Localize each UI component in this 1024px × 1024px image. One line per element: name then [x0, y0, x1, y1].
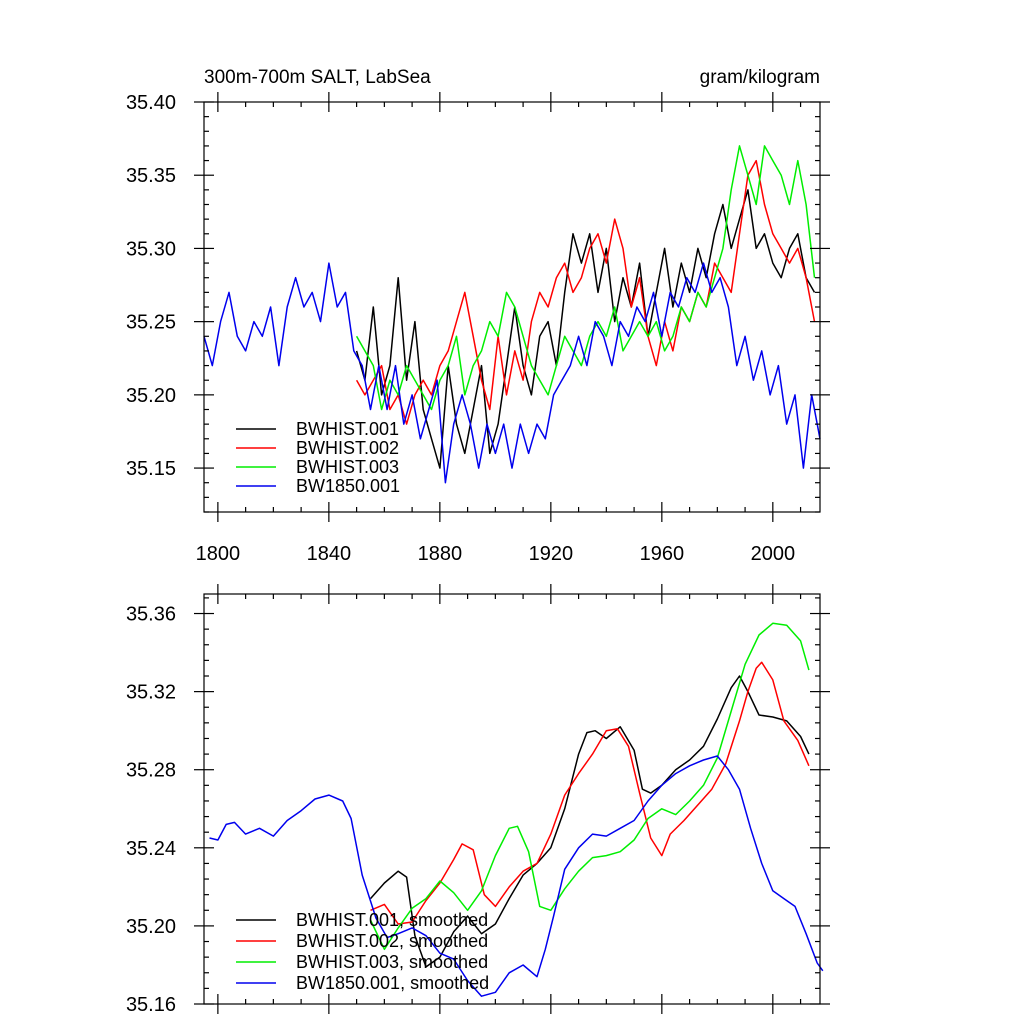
top-y-tick-label: 35.35	[126, 165, 176, 187]
top-x-tick-label: 1880	[418, 543, 463, 565]
top-series-line-1	[355, 189, 816, 469]
bottom-legend-label-3: BWHIST.003, smoothed	[296, 952, 488, 972]
bottom-series-line-4	[209, 755, 824, 997]
bottom-legend-label-1: BWHIST.001, smoothed	[296, 910, 488, 930]
top-y-tick-label: 35.25	[126, 312, 176, 334]
top-x-tick-label: 1960	[640, 543, 685, 565]
bottom-series-line-3	[369, 622, 810, 951]
bottom-legend-label-4: BW1850.001, smoothed	[296, 973, 489, 993]
top-legend-label-1: BWHIST.001	[296, 419, 399, 439]
top-chart-title: 300m-700m SALT, LabSea	[204, 67, 431, 88]
top-x-tick-label: 1800	[196, 543, 241, 565]
bottom-y-tick-label: 35.20	[126, 916, 176, 938]
top-y-tick-label: 35.40	[126, 92, 176, 114]
bottom-y-tick-label: 35.16	[126, 994, 176, 1016]
bottom-y-tick-label: 35.24	[126, 838, 176, 860]
bottom-y-tick-label: 35.32	[126, 682, 176, 704]
top-chart-units: gram/kilogram	[700, 67, 820, 88]
top-panel: 300m-700m SALT, LabSea gram/kilogram 180…	[126, 67, 830, 565]
bottom-panel: 35.16 35.20 35.24 35.28 35.32 35.36 BWHIST.00…	[126, 584, 830, 1016]
top-x-tick-label: 2000	[751, 543, 796, 565]
bottom-tick-layer: 35.16 35.20 35.24 35.28 35.32 35.36	[126, 584, 830, 1016]
bottom-series-line-2	[370, 661, 810, 925]
top-legend-label-3: BWHIST.003	[296, 457, 399, 477]
bottom-y-tick-label: 35.28	[126, 760, 176, 782]
top-y-tick-label: 35.20	[126, 385, 176, 407]
top-x-tick-label: 1840	[307, 543, 352, 565]
top-x-tick-label: 1920	[529, 543, 574, 565]
top-series-line-4	[203, 262, 821, 484]
top-y-tick-label: 35.30	[126, 238, 176, 260]
top-series-line-2	[355, 159, 816, 425]
top-y-tick-label: 35.15	[126, 458, 176, 480]
top-series-line-3	[355, 145, 816, 411]
bottom-y-tick-label: 35.36	[126, 604, 176, 626]
top-series-layer	[203, 145, 821, 484]
bottom-legend-label-2: BWHIST.002, smoothed	[296, 931, 488, 951]
bottom-series-layer	[209, 622, 824, 997]
top-legend-label-2: BWHIST.002	[296, 438, 399, 458]
top-tick-layer: 1800 1840 1880 1920 1960 2000 35.15 35.20 35.25 3…	[126, 92, 830, 565]
top-legend-label-4: BW1850.001	[296, 476, 400, 496]
bottom-series-line-1	[369, 675, 810, 968]
bottom-plot-frame	[203, 593, 821, 1005]
